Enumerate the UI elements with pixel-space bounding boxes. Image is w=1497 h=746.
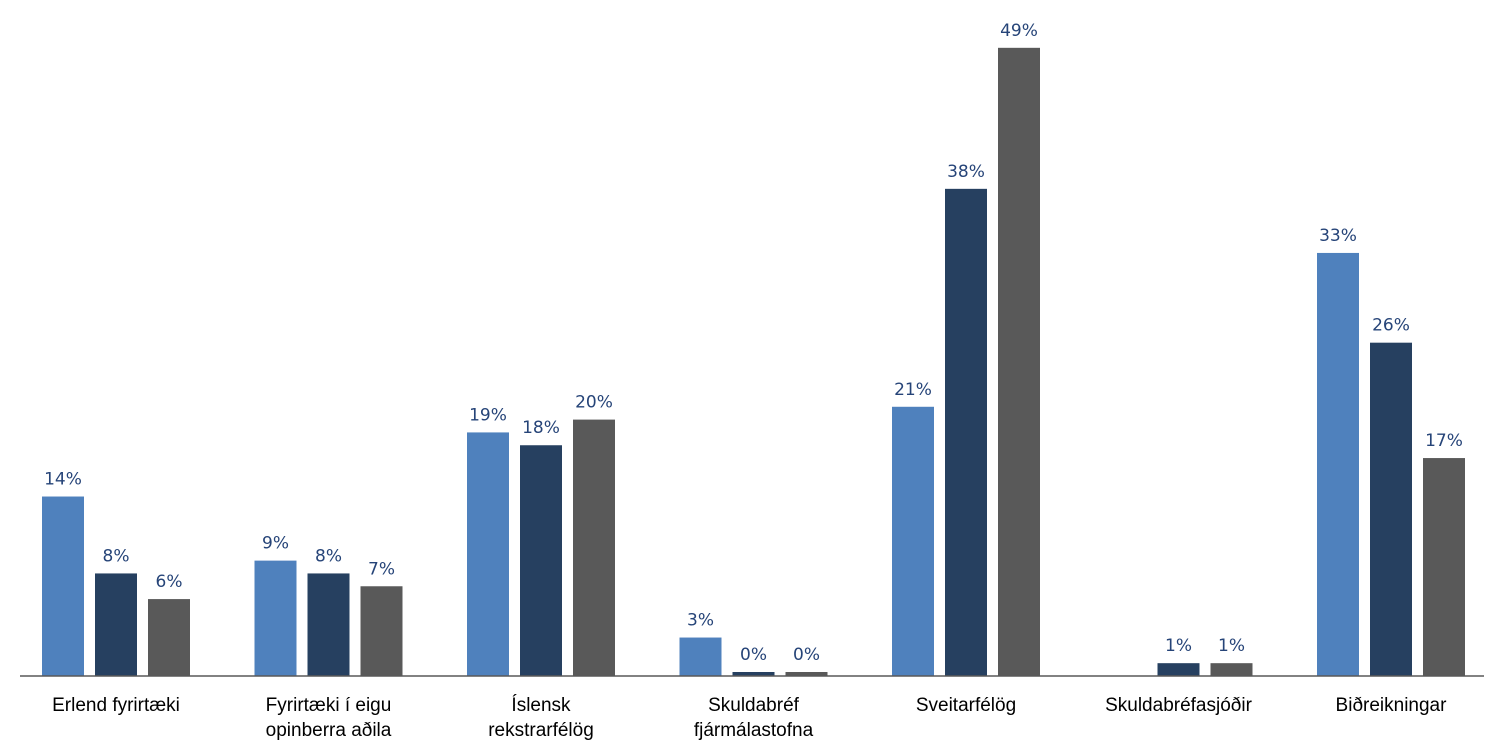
bar-1-1 [307, 573, 350, 676]
value-label-1-1: 8% [315, 546, 342, 566]
value-labels-layer: 14% 8% 6% 9% 8% 7% 19% 18% 20% 3% 0% 0% 21% 38% 49% 1% 1… [44, 21, 1463, 665]
bar-4-1 [945, 188, 987, 676]
value-label-4-1: 38% [947, 162, 985, 182]
value-label-4-2: 49% [1000, 21, 1038, 41]
bar-4-0 [892, 406, 934, 676]
value-label-6-2: 17% [1425, 431, 1463, 451]
value-label-4-0: 21% [894, 380, 932, 400]
value-label-2-1: 18% [522, 418, 560, 438]
category-label-4: Sveitarfélög [916, 695, 1016, 716]
bar-0-2 [148, 599, 190, 676]
category-labels-layer: Erlend fyrirtæki Fyrirtæki í eigu opinberr… [52, 695, 1447, 741]
bar-3-0 [679, 637, 722, 676]
bar-2-1 [520, 445, 562, 676]
value-label-2-0: 19% [469, 405, 507, 425]
bar-4-2 [998, 47, 1040, 676]
bar-2-0 [467, 432, 509, 676]
bar-3-2 [785, 672, 828, 676]
value-label-0-2: 6% [156, 572, 183, 592]
category-label-3: Skuldabréf fjármálastofna [694, 695, 814, 741]
category-label-6: Biðreikningar [1336, 695, 1448, 716]
bar-6-1 [1370, 342, 1412, 676]
bar-6-2 [1423, 458, 1465, 676]
category-label-0: Erlend fyrirtæki [52, 695, 180, 716]
value-label-1-2: 7% [368, 559, 395, 579]
value-label-5-1: 1% [1165, 636, 1192, 656]
bar-2-2 [573, 419, 615, 676]
value-label-1-0: 9% [262, 534, 289, 554]
bar-1-2 [360, 586, 403, 676]
bar-6-0 [1317, 252, 1359, 676]
bar-1-0 [254, 560, 297, 676]
category-label-2: Íslensk rekstrarfélög [488, 695, 594, 741]
bars-layer [42, 47, 1465, 676]
bar-5-2 [1210, 663, 1253, 676]
value-label-5-2: 1% [1218, 636, 1245, 656]
bar-0-0 [42, 496, 84, 676]
value-label-6-1: 26% [1372, 316, 1410, 336]
category-label-1: Fyrirtæki í eigu opinberra aðila [266, 695, 392, 741]
value-label-3-1: 0% [740, 645, 767, 665]
value-label-2-2: 20% [575, 393, 613, 413]
value-label-0-1: 8% [103, 546, 130, 566]
category-label-5: Skuldabréfasjóðir [1105, 695, 1252, 716]
value-label-6-0: 33% [1319, 226, 1357, 246]
bar-3-1 [732, 672, 775, 676]
value-label-3-0: 3% [687, 611, 714, 631]
bar-0-1 [95, 573, 137, 676]
bar-5-1 [1157, 663, 1200, 676]
value-label-3-2: 0% [793, 645, 820, 665]
value-label-0-0: 14% [44, 470, 82, 490]
